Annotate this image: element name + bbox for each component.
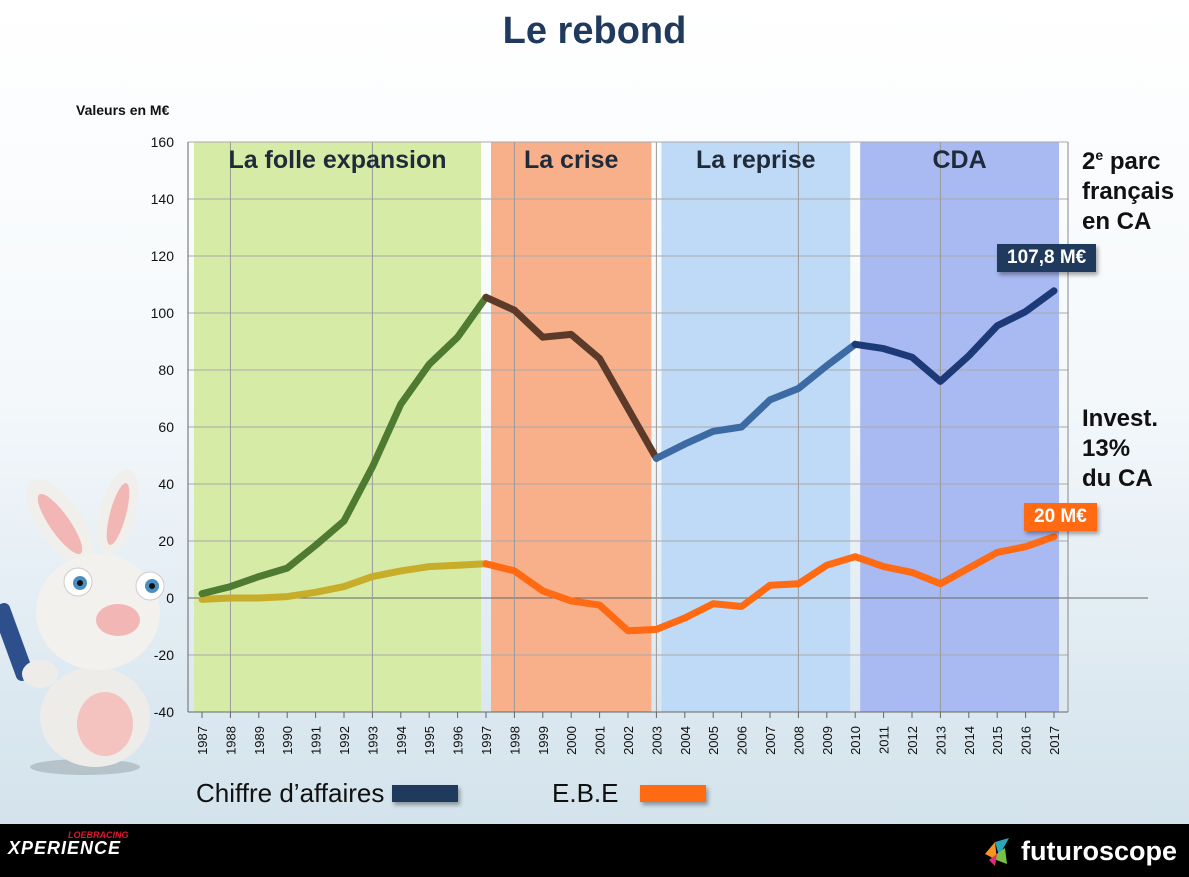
xperience-logo-small: LOEBRACING	[68, 830, 129, 840]
y-tick-label: 40	[158, 476, 174, 492]
x-tick-label: 1988	[223, 726, 238, 755]
ca-series-line	[652, 340, 859, 462]
x-tick-label: 2008	[791, 726, 806, 755]
x-tick-label: 1989	[252, 726, 267, 755]
y-tick-label: 20	[158, 533, 174, 549]
legend-swatch-ca	[392, 785, 459, 802]
xperience-logo-text: XPERIENCE	[8, 838, 122, 858]
phase-label: La crise	[524, 146, 619, 174]
ca-series-line	[851, 287, 1058, 385]
x-tick-label: 1987	[195, 726, 210, 755]
note-invest: Invest. 13% du CA	[1082, 404, 1158, 494]
rabbit-mascot-image	[0, 469, 165, 775]
note-invest-line2: 13%	[1082, 435, 1131, 462]
y-tick-labels: -40 -20 0 20 40 60 80 100 120 140 160	[151, 134, 175, 720]
ca-series-line	[482, 293, 660, 462]
legend-item-ca: Chiffre d’affaires	[196, 778, 459, 809]
x-tick-label: 2015	[990, 726, 1005, 755]
x-tick-label: 1995	[422, 726, 437, 755]
x-tick-label: 1990	[280, 726, 295, 755]
x-tick-label: 1996	[451, 726, 466, 755]
note-parc-line2: français	[1082, 178, 1175, 205]
footer-bar: LOEBRACING XPERIENCE futuroscope	[0, 824, 1189, 877]
legend-label-ebe: E.B.E	[552, 778, 619, 808]
slide-title: Le rebond	[502, 10, 687, 52]
x-tick-label: 1998	[507, 726, 522, 755]
x-tick-label: 1999	[536, 726, 551, 755]
note-parc: 2e parc français en CA	[1082, 140, 1174, 237]
phase-label: La folle expansion	[228, 146, 446, 174]
x-tick-label: 2016	[1019, 726, 1034, 755]
ca-series-line	[198, 293, 490, 598]
y-tick-label: 100	[151, 305, 175, 321]
axes	[187, 142, 1069, 718]
callout-ebe-value: 20 M€	[1024, 503, 1097, 531]
note-invest-line1: Invest.	[1082, 405, 1159, 432]
x-tick-label: 1997	[479, 726, 494, 755]
x-tick-label: 2014	[962, 726, 977, 755]
series-lines	[198, 287, 1058, 635]
legend-label-ca: Chiffre d’affaires	[196, 778, 385, 808]
y-tick-label: -20	[154, 647, 174, 663]
x-tick-label: 2013	[933, 726, 948, 755]
x-tick-label: 2001	[593, 726, 608, 755]
x-tick-label: 1993	[365, 726, 380, 755]
y-tick-label: 60	[158, 419, 174, 435]
x-tick-labels: 1987 1988 1989 1990 1991 1992 1993 1994 1995 1996…	[195, 726, 1062, 755]
futuroscope-leaf-icon	[984, 838, 1009, 866]
callout-ca-value: 107,8 M€	[997, 244, 1097, 272]
x-tick-label: 1991	[309, 726, 324, 755]
note-parc-sup: e	[1095, 147, 1104, 163]
x-tick-label: 2005	[706, 726, 721, 755]
phase-label: La reprise	[696, 146, 816, 174]
x-tick-label: 2010	[848, 726, 863, 755]
phase-label: CDA	[933, 146, 987, 174]
note-parc-rest: parc	[1103, 148, 1161, 175]
x-tick-label: 2002	[621, 726, 636, 755]
x-tick-label: 2011	[877, 726, 892, 754]
note-parc-num: 2	[1082, 148, 1096, 175]
y-tick-label: 0	[166, 590, 174, 606]
legend-swatch-ebe	[640, 785, 707, 802]
legend-item-ebe: E.B.E	[552, 778, 707, 809]
x-tick-label: 2006	[735, 726, 750, 755]
phase-labels: La folle expansion La crise La reprise CDA	[228, 146, 986, 174]
x-tick-label: 2000	[564, 726, 579, 755]
y-tick-label: 160	[151, 134, 175, 150]
x-tick-label: 2017	[1047, 726, 1062, 755]
ebe-series-line	[482, 533, 1058, 635]
futuroscope-logo: futuroscope	[981, 834, 1177, 868]
x-tick-label: 2009	[820, 726, 835, 755]
y-tick-label: -40	[154, 704, 174, 720]
xperience-logo: LOEBRACING XPERIENCE	[8, 830, 129, 859]
y-axis-unit-label: Valeurs en M€	[76, 102, 170, 118]
futuroscope-wordmark: futuroscope	[1020, 835, 1177, 866]
x-tick-label: 2003	[649, 726, 664, 755]
ebe-series-line	[198, 560, 490, 603]
y-tick-label: 80	[158, 362, 174, 378]
x-tick-label: 2007	[763, 726, 778, 755]
x-tick-label: 2012	[905, 726, 920, 755]
x-tick-label: 1994	[394, 726, 409, 755]
note-invest-line3: du CA	[1082, 465, 1153, 492]
y-tick-label: 120	[151, 248, 175, 264]
x-tick-label: 2004	[678, 726, 693, 755]
x-tick-label: 1992	[337, 726, 352, 755]
note-parc-line3: en CA	[1082, 208, 1152, 235]
y-tick-label: 140	[151, 191, 175, 207]
